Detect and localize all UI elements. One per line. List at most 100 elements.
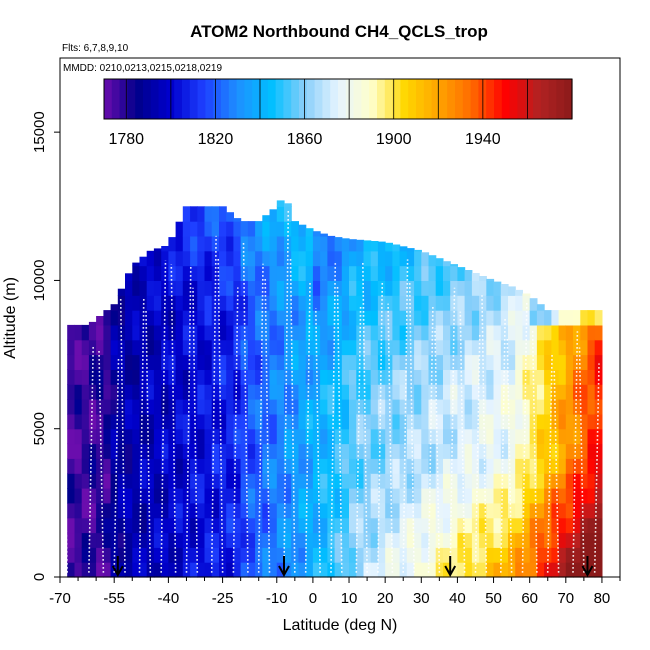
heatmap-cell <box>110 354 119 370</box>
heatmap-cell <box>96 413 104 430</box>
colorbar-segment <box>174 79 183 119</box>
heatmap-cell <box>508 354 516 370</box>
heatmap-cell <box>334 250 343 267</box>
heatmap-cell <box>168 547 177 563</box>
heatmap-cell <box>139 295 148 311</box>
colorbar-segment <box>447 79 456 119</box>
heatmap-cell <box>356 473 365 489</box>
heatmap-cell <box>197 235 206 252</box>
heatmap-cell <box>443 532 451 548</box>
heatmap-cell <box>443 261 451 267</box>
heatmap-cell <box>515 458 523 474</box>
heatmap-cell <box>240 488 249 504</box>
heatmap-cell <box>544 443 552 459</box>
colorbar-segment <box>228 79 238 119</box>
heatmap-cell <box>139 413 148 430</box>
heatmap-cell <box>515 354 523 370</box>
x-tick-label: 20 <box>377 590 394 607</box>
heatmap-cell <box>233 310 242 326</box>
heatmap-cell <box>515 532 523 548</box>
heatmap-cell <box>312 231 321 237</box>
heatmap-cell <box>349 413 357 430</box>
heatmap-cell <box>464 339 473 356</box>
chart-title: ATOM2 Northbound CH4_QCLS_trop <box>190 22 488 41</box>
heatmap-cell <box>580 488 589 504</box>
heatmap-cell <box>414 295 422 311</box>
heatmap-cell <box>276 324 285 341</box>
heatmap-cell <box>175 562 184 578</box>
colorbar-segment <box>369 79 378 119</box>
heatmap-cell <box>153 413 162 430</box>
heatmap-cell <box>341 238 350 252</box>
colorbar-segment <box>517 79 526 119</box>
heatmap-cell <box>211 428 220 445</box>
heatmap-cell <box>226 532 234 548</box>
heatmap-cell <box>74 354 83 370</box>
heatmap-cell <box>580 354 589 370</box>
heatmap-cell <box>406 488 415 504</box>
heatmap-cell <box>486 278 495 281</box>
heatmap-cell <box>443 339 451 356</box>
heatmap-cell <box>421 252 430 267</box>
heatmap-cell <box>327 310 336 326</box>
heatmap-cell <box>67 547 75 563</box>
x-axis-label: Latitude (deg N) <box>283 617 398 634</box>
heatmap-cell <box>536 443 545 459</box>
heatmap-cell <box>385 250 393 267</box>
heatmap-cell <box>305 547 314 563</box>
heatmap-cell <box>190 250 198 267</box>
colorbar-segment <box>377 79 386 119</box>
heatmap-cell <box>363 502 372 519</box>
colorbar-segment <box>439 79 448 119</box>
heatmap-cell <box>493 324 502 341</box>
heatmap-cell <box>262 562 271 578</box>
heatmap-cell <box>211 473 220 489</box>
heatmap-cell <box>240 532 249 548</box>
heatmap-cell <box>182 221 191 237</box>
heatmap-cell <box>240 384 249 400</box>
heatmap-cell <box>334 413 343 430</box>
heatmap-cell <box>276 265 285 281</box>
heatmap-cell <box>139 502 148 519</box>
heatmap-cell <box>573 310 581 326</box>
heatmap-cell <box>356 250 365 267</box>
heatmap-cell <box>219 547 227 563</box>
heatmap-cell <box>580 369 589 385</box>
heatmap-cell <box>486 488 495 504</box>
heatmap-cell <box>146 532 155 548</box>
colorbar-segment <box>236 79 245 119</box>
heatmap-cell <box>471 384 480 400</box>
colorbar-segment <box>509 79 518 119</box>
heatmap-cell <box>233 384 242 400</box>
heatmap-cell <box>117 517 126 534</box>
colorbar-segment <box>416 79 425 119</box>
heatmap-cell <box>132 295 141 311</box>
heatmap-cell <box>320 413 328 430</box>
heatmap-cell <box>580 458 589 474</box>
heatmap-cell <box>233 428 242 445</box>
heatmap-cell <box>544 310 552 326</box>
heatmap-cell <box>103 369 112 385</box>
heatmap-cell <box>298 458 307 474</box>
heatmap-cell <box>284 473 292 489</box>
heatmap-cell <box>103 473 112 489</box>
heatmap-cell <box>161 399 169 415</box>
heatmap-cell <box>370 280 379 296</box>
heatmap-cell <box>500 399 509 415</box>
heatmap-cell <box>175 547 184 563</box>
heatmap-cell <box>320 369 328 385</box>
heatmap-cell <box>421 280 430 296</box>
heatmap-cell <box>219 458 227 474</box>
colorbar-segment <box>540 79 550 119</box>
heatmap-cell <box>363 339 372 356</box>
heatmap-cell <box>190 295 198 311</box>
heatmap-cell <box>565 339 574 356</box>
colorbar-segment <box>322 79 331 119</box>
colorbar-segment <box>494 79 503 119</box>
heatmap-cell <box>341 354 350 370</box>
heatmap-cell <box>269 399 278 415</box>
heatmap-cell <box>471 428 480 445</box>
heatmap-cell <box>377 517 386 534</box>
heatmap-cell <box>88 562 97 578</box>
heatmap-cell <box>450 443 458 459</box>
